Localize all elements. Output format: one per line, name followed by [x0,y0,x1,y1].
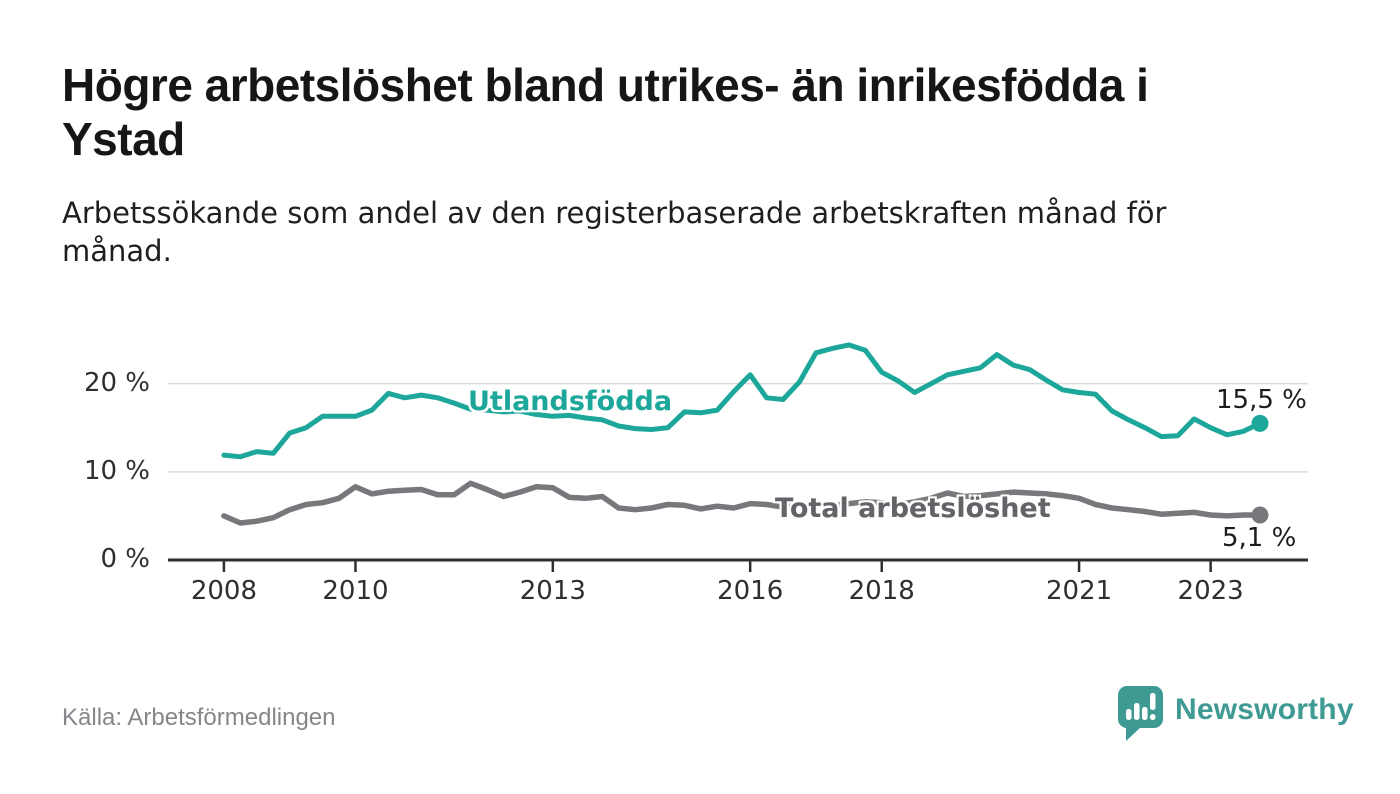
source-text: Källa: Arbetsförmedlingen [62,704,336,731]
chart-subtitle: Arbetssökande som andel av den registerb… [62,196,1167,269]
x-axis-label: 2013 [519,576,586,606]
newsworthy-wordmark: Newsworthy [1175,693,1354,726]
newsworthy-logo: Newsworthy [1117,686,1354,742]
x-axis-label: 2018 [848,576,915,606]
bar-chart-glyph [1126,693,1156,720]
page-title: Högre arbetslöshet bland utrikes- än inr… [62,59,1149,166]
y-axis-label: 10 % [83,455,150,486]
end-dot-utlandsfodda [1251,414,1269,432]
line-total [221,480,1263,526]
series-label-total: Total arbetslöshet [775,493,1051,524]
x-axis-label: 2021 [1045,576,1113,606]
end-value-utlandsfodda: 15,5 % [1216,385,1307,415]
newsworthy-icon [1117,686,1163,741]
end-value-total: 5,1 % [1222,523,1297,553]
x-axis-label: 2008 [190,576,257,606]
x-axis-label: 2010 [322,576,389,606]
y-axis-label: 20 % [83,367,150,398]
x-axis-label: 2016 [717,576,784,606]
y-axis-label: 0 % [100,544,150,574]
speech-bubble-shape [1117,686,1163,741]
series-label-utlandsfodda: Utlandsfödda [468,386,673,417]
x-axis-label: 2023 [1177,576,1244,606]
exclamation-dot [1150,714,1156,720]
line-utlandsfodda [221,342,1263,460]
exclamation-stem [1150,693,1156,710]
end-dot-total [1251,506,1269,524]
